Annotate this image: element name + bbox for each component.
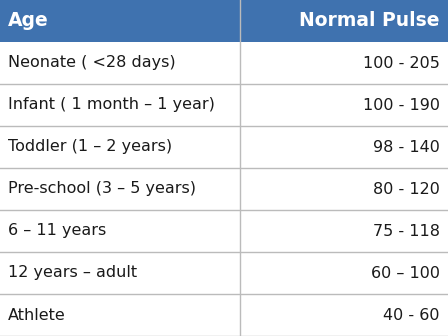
Text: 75 - 118: 75 - 118 [373,223,440,239]
Bar [240,168,448,210]
Bar [0,294,240,336]
Bar [0,126,240,168]
Text: Pre-school (3 – 5 years): Pre-school (3 – 5 years) [8,181,196,197]
Bar [240,126,448,168]
Bar [240,252,448,294]
Text: 12 years – adult: 12 years – adult [8,265,137,281]
Bar [240,42,448,84]
Text: 100 - 205: 100 - 205 [363,55,440,71]
Bar [0,210,240,252]
Text: 100 - 190: 100 - 190 [363,97,440,113]
Text: Neonate ( <28 days): Neonate ( <28 days) [8,55,176,71]
Bar [0,42,240,84]
Text: Athlete: Athlete [8,307,66,323]
Bar [0,168,240,210]
Bar [0,84,240,126]
Text: Age: Age [8,11,49,31]
Bar [0,0,240,42]
Bar [240,0,448,42]
Text: Infant ( 1 month – 1 year): Infant ( 1 month – 1 year) [8,97,215,113]
Bar [240,294,448,336]
Text: 40 - 60: 40 - 60 [383,307,440,323]
Text: 60 – 100: 60 – 100 [371,265,440,281]
Text: Toddler (1 – 2 years): Toddler (1 – 2 years) [8,139,172,155]
Bar [0,252,240,294]
Text: Normal Pulse: Normal Pulse [299,11,440,31]
Text: 6 – 11 years: 6 – 11 years [8,223,106,239]
Bar [240,210,448,252]
Text: 98 - 140: 98 - 140 [373,139,440,155]
Bar [240,84,448,126]
Text: 80 - 120: 80 - 120 [373,181,440,197]
